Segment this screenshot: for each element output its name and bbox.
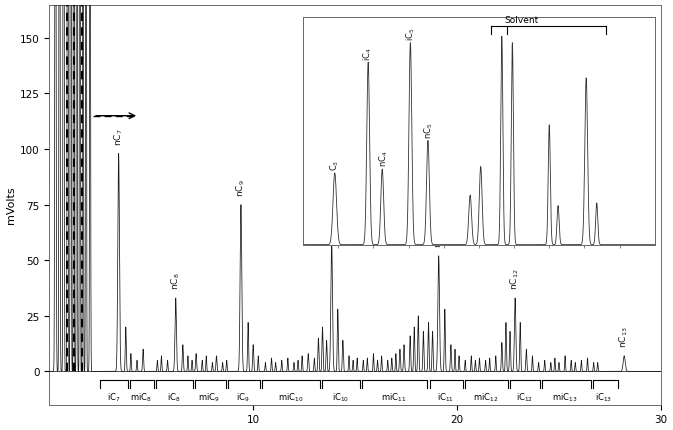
Y-axis label: mVolts: mVolts (5, 186, 15, 224)
Text: nC$_8$: nC$_8$ (170, 272, 182, 289)
Text: nC$_{10}$: nC$_{10}$ (326, 212, 338, 234)
Text: nC$_{11}$: nC$_{11}$ (433, 226, 445, 247)
Text: iC$_{10}$: iC$_{10}$ (332, 390, 349, 403)
Text: miC$_{12}$: miC$_{12}$ (473, 390, 498, 403)
Text: iC$_9$: iC$_9$ (236, 390, 250, 403)
Text: iC$_7$: iC$_7$ (107, 390, 120, 403)
Text: miC$_{13}$: miC$_{13}$ (553, 390, 578, 403)
Text: nC$_7$: nC$_7$ (112, 128, 125, 145)
Text: nC$_{12}$: nC$_{12}$ (509, 268, 522, 289)
Text: miC$_{10}$: miC$_{10}$ (278, 390, 304, 403)
Text: iC$_{12}$: iC$_{12}$ (516, 390, 533, 403)
Text: miC$_{11}$: miC$_{11}$ (381, 390, 406, 403)
Text: iC$_{13}$: iC$_{13}$ (595, 390, 612, 403)
Text: iC$_8$: iC$_8$ (167, 390, 180, 403)
Text: miC$_9$: miC$_9$ (199, 390, 220, 403)
Text: nC$_9$: nC$_9$ (235, 178, 247, 196)
Text: nC$_{13}$: nC$_{13}$ (618, 326, 631, 347)
Text: iC$_{11}$: iC$_{11}$ (437, 390, 454, 403)
Text: miC$_8$: miC$_8$ (130, 390, 152, 403)
